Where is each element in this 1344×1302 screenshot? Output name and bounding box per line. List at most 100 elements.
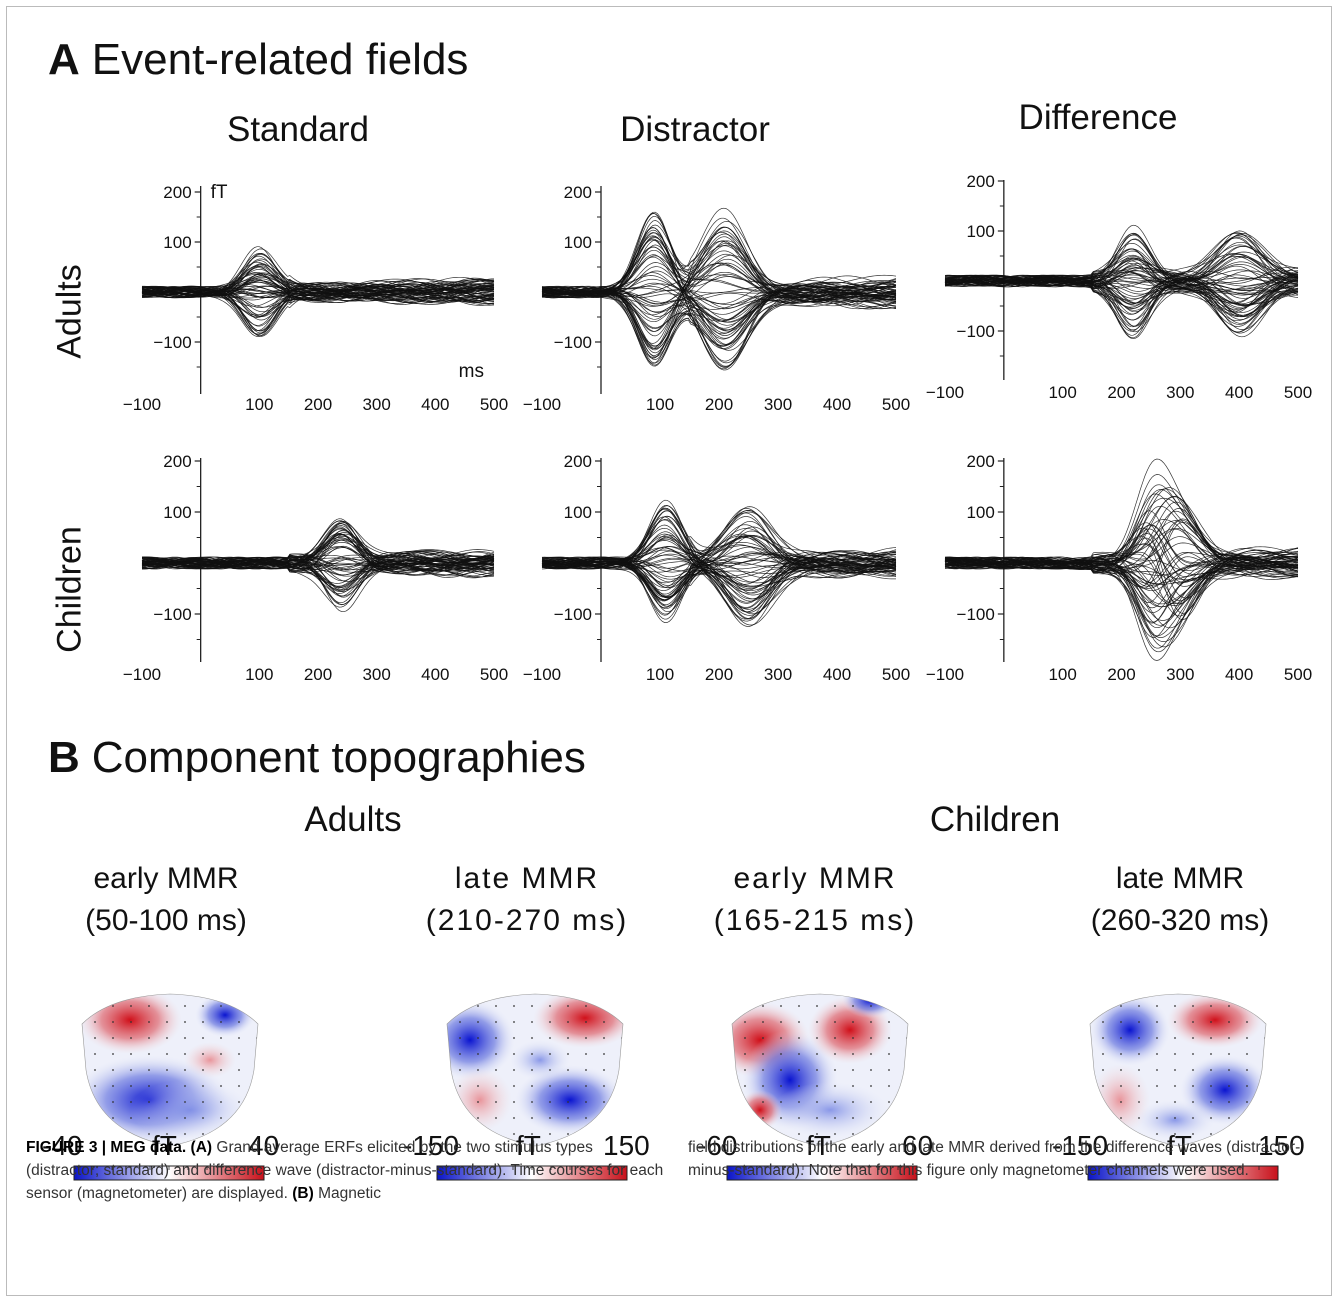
sensor-trace (541, 537, 897, 569)
x-tick-label: 300 (1166, 383, 1194, 402)
sensor-trace (141, 279, 495, 301)
sensor-dot (816, 1133, 818, 1135)
sensor-dot (513, 1021, 515, 1023)
sensor-dot (1138, 1069, 1140, 1071)
caption-left: FIGURE 3 | MEG data. (A) Grand average E… (26, 1136, 666, 1205)
sensor-dot (220, 1005, 222, 1007)
sensor-dot (621, 1053, 623, 1055)
sensor-dot (744, 1053, 746, 1055)
head-outline (1089, 993, 1267, 1147)
sensor-dot (780, 1117, 782, 1119)
x-tick-label: 300 (362, 395, 390, 414)
caption-b-label: (B) (292, 1185, 314, 1202)
sensor-dot (744, 1005, 746, 1007)
sensor-dot (477, 1117, 479, 1119)
sensor-dot (549, 1133, 551, 1135)
sensor-trace (541, 275, 896, 370)
sensor-dot (495, 1117, 497, 1119)
sensor-trace (944, 474, 1298, 569)
sensor-dot (184, 1005, 186, 1007)
caption-a-label: (A) (190, 1139, 213, 1156)
sensor-dot (888, 1005, 890, 1007)
topo-field-blob (842, 994, 898, 1018)
sensor-trace (944, 236, 1298, 290)
topo-field-blob (772, 1082, 888, 1138)
sensor-dot (1264, 1053, 1266, 1055)
sensor-dot (220, 1069, 222, 1071)
sensor-dot (112, 1101, 114, 1103)
sensor-dot (780, 1005, 782, 1007)
sensor-trace (141, 537, 495, 571)
scale-min: -60 (697, 1130, 738, 1161)
sensor-dot (1228, 1085, 1230, 1087)
sensor-trace (142, 551, 495, 592)
y-tick-label: 200 (163, 452, 191, 471)
sensor-dot (870, 1117, 872, 1119)
sensor-dot (513, 1053, 515, 1055)
sensor-dot (184, 1037, 186, 1039)
sensor-dot (94, 1069, 96, 1071)
x-tick-label: 200 (1107, 383, 1135, 402)
sensor-dot (184, 1101, 186, 1103)
sensor-dot (1156, 1037, 1158, 1039)
sensor-dot (184, 1133, 186, 1135)
sensor-trace (141, 253, 494, 301)
sensor-dot (816, 1085, 818, 1087)
sensor-trace (944, 537, 1299, 599)
sensor-dot (906, 1085, 908, 1087)
sensor-trace (541, 556, 897, 575)
sensor-dot (585, 1117, 587, 1119)
sensor-dot (1156, 1069, 1158, 1071)
topo-field-blob (130, 1080, 250, 1140)
sensor-dot (459, 1101, 461, 1103)
sensor-trace (944, 256, 1299, 287)
sensor-dot (906, 1005, 908, 1007)
sensor-dot (870, 1053, 872, 1055)
x-tick-label: 400 (421, 665, 449, 684)
sensor-dot (1228, 1117, 1230, 1119)
sensor-dot (202, 1069, 204, 1071)
sensor-dot (888, 1101, 890, 1103)
sensor-dot (816, 1053, 818, 1055)
y-tick-label: −100 (957, 605, 995, 624)
x-tick-label: 400 (1225, 665, 1253, 684)
x-tick-label: 100 (245, 395, 273, 414)
y-tick-label: 100 (564, 233, 592, 252)
sensor-dot (603, 1069, 605, 1071)
sensor-dot (888, 1069, 890, 1071)
sensor-dot (94, 1053, 96, 1055)
sensor-dot (184, 1117, 186, 1119)
scale-unit: fT (1167, 1130, 1192, 1161)
sensor-trace (541, 286, 897, 350)
sensor-dot (1102, 1101, 1104, 1103)
sensor-dot (495, 1101, 497, 1103)
sensor-dot (798, 1069, 800, 1071)
sensor-dot (148, 1037, 150, 1039)
sensor-trace (141, 279, 495, 301)
sensor-dot (513, 1133, 515, 1135)
sensor-dot (1174, 1053, 1176, 1055)
sensor-dot (1210, 1117, 1212, 1119)
sensor-dot (1210, 1021, 1212, 1023)
sensor-trace (141, 285, 495, 336)
sensor-dot (870, 1101, 872, 1103)
sensor-dot (94, 1005, 96, 1007)
sensor-dot (220, 1021, 222, 1023)
y-tick-label: 100 (966, 503, 994, 522)
sensor-dot (1156, 1133, 1158, 1135)
sensor-dot (495, 1053, 497, 1055)
sensor-dot (816, 1021, 818, 1023)
sensor-dot (130, 1117, 132, 1119)
sensor-dot (477, 1053, 479, 1055)
x-tick-label: −100 (926, 383, 964, 402)
topo-field-blob (1090, 994, 1170, 1066)
sensor-dot (798, 1117, 800, 1119)
sensor-dot (148, 1069, 150, 1071)
sensor-dot (621, 1069, 623, 1071)
sensor-dot (531, 1085, 533, 1087)
sensor-dot (603, 1005, 605, 1007)
sensor-dot (1174, 1069, 1176, 1071)
sensor-dot (166, 1133, 168, 1135)
sensor-dot (1102, 1037, 1104, 1039)
sensor-dot (762, 1085, 764, 1087)
